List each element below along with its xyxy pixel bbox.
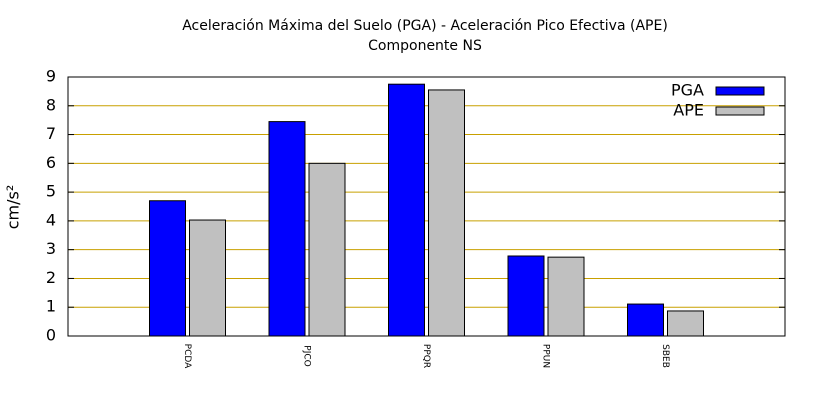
bar	[149, 200, 186, 337]
y-tick-label: 6	[46, 153, 56, 172]
bar	[268, 121, 306, 337]
legend-label: PGA	[671, 81, 704, 100]
bar	[189, 219, 226, 337]
y-tick-label: 5	[46, 182, 56, 201]
y-tick-label: 9	[46, 67, 56, 86]
bar	[547, 256, 585, 337]
x-tick-label: PPUN	[541, 344, 551, 368]
chart-title: Aceleración Máxima del Suelo (PGA) - Ace…	[182, 18, 668, 34]
x-tick-label: SBEB	[660, 344, 670, 368]
legend-swatch	[715, 106, 765, 116]
legend-swatch	[715, 86, 765, 96]
bar	[627, 303, 664, 337]
legend-label: APE	[673, 101, 704, 120]
bar	[667, 310, 704, 337]
plot-frame	[67, 76, 786, 337]
y-axis-label: cm/s²	[4, 185, 23, 230]
y-tick-label: 4	[46, 210, 56, 229]
x-tick-label: PPQR	[421, 344, 431, 368]
x-tick-label: PCDA	[182, 344, 192, 369]
y-tick-label: 1	[46, 297, 56, 316]
y-tick-label: 2	[46, 268, 56, 287]
x-tick-label: PJCO	[302, 345, 312, 366]
y-tick-label: 0	[46, 326, 56, 345]
bar	[507, 255, 545, 337]
bar	[428, 89, 465, 337]
y-tick-label: 8	[46, 95, 56, 114]
bar	[308, 162, 346, 337]
chart-subtitle: Componente NS	[368, 38, 482, 54]
bar	[388, 83, 425, 337]
y-tick-label: 7	[46, 124, 56, 143]
y-tick-label: 3	[46, 239, 56, 258]
